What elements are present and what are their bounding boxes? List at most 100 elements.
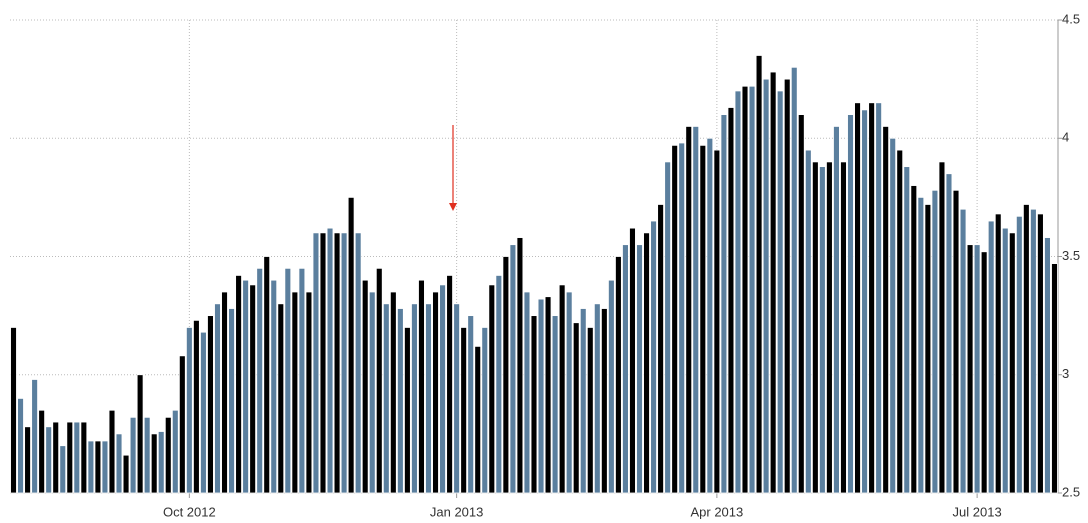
bar [312, 232, 320, 494]
bar [734, 90, 742, 494]
bar [586, 327, 594, 494]
bar [326, 227, 334, 494]
bar [769, 71, 777, 494]
y-tick-label: 4.5 [1062, 11, 1080, 26]
bar [73, 421, 81, 494]
bar [917, 196, 925, 494]
bar [650, 220, 657, 494]
bar [1008, 232, 1016, 494]
bar [389, 291, 397, 494]
bar [481, 327, 489, 494]
bar [608, 279, 615, 494]
bar [537, 298, 545, 494]
bar [938, 161, 946, 494]
bar [439, 284, 446, 494]
bar [558, 284, 566, 494]
y-tick-label: 4 [1062, 130, 1069, 145]
bar [193, 319, 200, 494]
bar [973, 244, 981, 494]
bar [157, 431, 165, 494]
bar [1037, 213, 1044, 494]
bar [727, 107, 735, 494]
arrow-annotation [449, 125, 457, 211]
bar [52, 421, 60, 494]
bar [959, 208, 967, 494]
bar [966, 244, 974, 494]
bar [762, 78, 770, 494]
bar [418, 279, 425, 494]
bar [804, 149, 812, 494]
bar [593, 303, 601, 494]
y-tick-label: 2.5 [1062, 484, 1080, 499]
bar [783, 78, 791, 494]
bar [643, 232, 650, 494]
bar [980, 251, 988, 494]
bar [544, 296, 552, 494]
bar [411, 303, 418, 494]
bar [811, 161, 819, 494]
bar [333, 232, 341, 494]
bar [178, 355, 186, 494]
bar [833, 126, 840, 494]
bar [579, 308, 587, 494]
x-tick-label: Jul 2013 [953, 504, 1002, 519]
bar [720, 114, 728, 494]
bar [523, 291, 531, 494]
bar [87, 440, 95, 494]
x-tick-label: Oct 2012 [163, 504, 216, 519]
bar [882, 126, 890, 494]
bar [382, 303, 390, 494]
bar [1022, 204, 1030, 494]
bar [171, 409, 179, 494]
bar [10, 327, 17, 494]
bar [1030, 208, 1037, 494]
bar [291, 291, 299, 494]
bar [755, 55, 763, 494]
bar [207, 315, 214, 494]
bar [298, 267, 306, 494]
bar [678, 142, 686, 494]
bar [1001, 227, 1009, 494]
bar [122, 454, 130, 494]
bar [375, 267, 383, 494]
bar [115, 433, 123, 494]
bar [277, 303, 285, 494]
bar [516, 237, 524, 494]
bar [368, 291, 376, 494]
bar [565, 291, 573, 494]
bar [572, 322, 580, 494]
bar [354, 232, 362, 494]
bar [214, 303, 221, 494]
bar [263, 256, 271, 494]
bar [636, 244, 643, 494]
bar [1015, 215, 1023, 494]
bar [284, 267, 292, 494]
bar [270, 279, 278, 494]
bar [790, 66, 798, 494]
bar [249, 284, 257, 494]
bar [425, 303, 432, 494]
bar [889, 137, 897, 494]
bar [713, 149, 721, 494]
bar [467, 315, 475, 494]
bar [108, 409, 116, 494]
bar [657, 204, 664, 494]
bar [685, 126, 693, 494]
bar [509, 244, 517, 494]
bar [875, 102, 882, 494]
bar [664, 161, 671, 494]
bar [446, 275, 453, 494]
bar [797, 114, 805, 494]
bar [235, 275, 242, 494]
bar [847, 114, 854, 494]
bar [819, 166, 826, 494]
bar [24, 426, 31, 494]
y-tick-label: 3.5 [1062, 248, 1080, 263]
bar [136, 374, 144, 494]
bar [931, 189, 939, 494]
bar [622, 244, 629, 494]
bar [629, 227, 636, 494]
bar [854, 102, 861, 494]
bar [17, 397, 24, 494]
